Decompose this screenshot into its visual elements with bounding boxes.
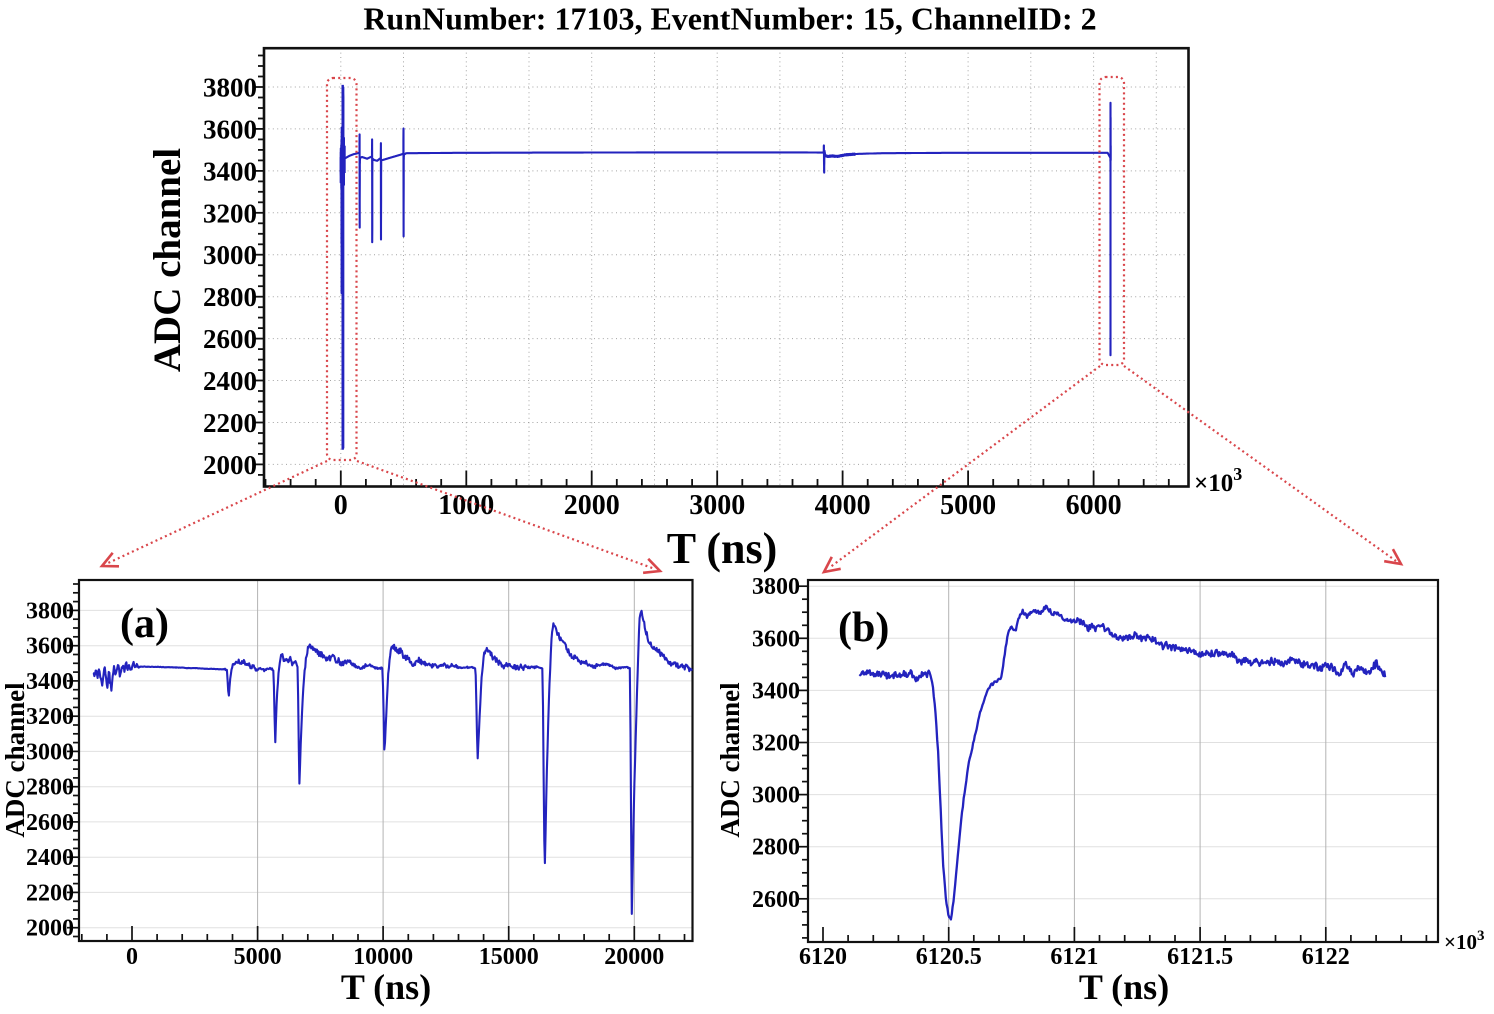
svg-text:3600: 3600 [203,114,257,144]
svg-text:2000: 2000 [203,450,257,480]
svg-text:2800: 2800 [26,775,74,801]
svg-text:3400: 3400 [752,678,800,704]
svg-text:(a): (a) [120,601,169,647]
svg-text:6120.5: 6120.5 [916,944,982,970]
svg-text:5000: 5000 [940,490,996,521]
svg-text:T (ns): T (ns) [341,967,431,1007]
svg-text:3200: 3200 [752,731,800,757]
svg-text:2600: 2600 [752,887,800,913]
svg-text:2200: 2200 [203,408,257,438]
svg-text:1000: 1000 [438,490,494,521]
svg-text:6121: 6121 [1050,944,1098,970]
svg-text:T (ns): T (ns) [1079,967,1169,1007]
svg-text:3600: 3600 [26,634,74,660]
svg-text:4000: 4000 [815,490,871,521]
svg-text:15000: 15000 [479,944,539,970]
svg-text:3800: 3800 [203,73,257,103]
svg-text:ADC channel: ADC channel [146,148,189,372]
svg-text:20000: 20000 [604,944,664,970]
svg-text:6121.5: 6121.5 [1167,944,1233,970]
svg-text:T (ns): T (ns) [667,524,777,573]
svg-text:3000: 3000 [203,240,257,270]
svg-text:2800: 2800 [752,835,800,861]
svg-text:2400: 2400 [26,845,74,871]
svg-text:2000: 2000 [564,490,620,521]
svg-text:3000: 3000 [752,783,800,809]
svg-text:3200: 3200 [26,704,74,730]
svg-text:6120: 6120 [799,944,847,970]
svg-text:2600: 2600 [26,810,74,836]
svg-text:2400: 2400 [203,366,257,396]
svg-text:3600: 3600 [752,626,800,652]
svg-text:6000: 6000 [1066,490,1122,521]
svg-text:3800: 3800 [26,598,74,624]
svg-text:3000: 3000 [26,739,74,765]
svg-text:3800: 3800 [752,574,800,600]
svg-text:6122: 6122 [1302,944,1350,970]
svg-text:3400: 3400 [203,156,257,186]
svg-text:2200: 2200 [26,880,74,906]
svg-text:3400: 3400 [26,669,74,695]
svg-text:ADC channel: ADC channel [715,682,745,838]
svg-text:2000: 2000 [26,916,74,942]
svg-text:5000: 5000 [234,944,282,970]
svg-text:3200: 3200 [203,198,257,228]
svg-text:(b): (b) [838,605,889,651]
svg-text:2800: 2800 [203,282,257,312]
svg-text:2600: 2600 [203,324,257,354]
svg-text:0: 0 [334,490,348,521]
svg-text:0: 0 [126,944,138,970]
svg-text:RunNumber: 17103, EventNumber:: RunNumber: 17103, EventNumber: 15, Chann… [363,1,1096,37]
svg-text:10000: 10000 [353,944,413,970]
svg-text:3000: 3000 [689,490,745,521]
svg-text:ADC channel: ADC channel [0,682,30,838]
